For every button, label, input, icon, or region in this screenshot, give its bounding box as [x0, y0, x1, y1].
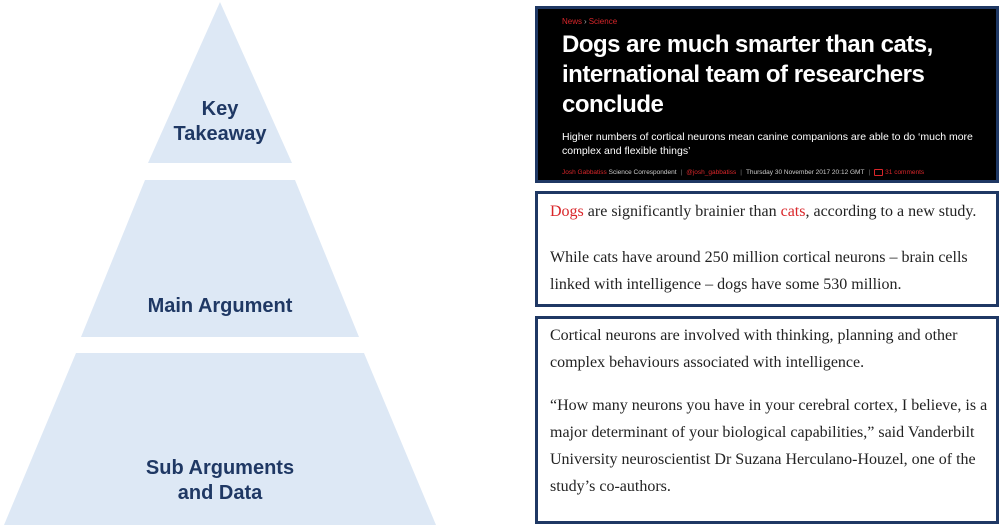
tier-label-line: and Data [177, 482, 263, 504]
main-argument-panel: Dogs are significantly brainier than cat… [535, 191, 999, 307]
paragraph-lead: Dogs are significantly brainier than cat… [550, 198, 990, 225]
article-header: News › Science Dogs are much smarter than … [535, 6, 999, 183]
breadcrumb-separator: › [584, 17, 587, 26]
pyramid-tier-bottom [4, 353, 436, 525]
paragraph-neuron-counts: While cats have around 250 million corti… [550, 249, 968, 293]
highlight-cats[interactable]: cats [780, 203, 806, 220]
publish-date: Thursday 30 November 2017 20:12 GMT [745, 169, 865, 177]
breadcrumb-news[interactable]: News [562, 17, 583, 26]
tier-label-line: Main Argument [147, 295, 293, 317]
pyramid-tier-middle [81, 180, 359, 337]
byline: Josh Gabbatiss Science Correspondent | @jo… [562, 169, 996, 177]
author-handle[interactable]: @josh_gabbatiss [686, 169, 737, 177]
pyramid-tier-top [148, 2, 292, 163]
breadcrumb: News › Science [562, 17, 617, 26]
tier-label-key-takeaway: Key Takeaway [0, 97, 440, 147]
article-standfirst: Higher numbers of cortical neurons mean … [562, 131, 973, 157]
article-headline: Dogs are much smarter than cats, interna… [562, 31, 933, 118]
tier-label-line: Sub Arguments [145, 457, 295, 479]
paragraph-cortical-neurons: Cortical neurons are involved with think… [550, 327, 958, 371]
comments-link[interactable]: 31 comments [885, 169, 925, 177]
highlight-dogs[interactable]: Dogs [550, 203, 584, 220]
paragraph-quote: “How many neurons you have in your cereb… [550, 397, 988, 495]
byline-divider: | [868, 169, 871, 177]
pyramid-diagram: Key Takeaway Main Argument Sub Arguments… [0, 0, 500, 525]
author-role: Science Correspondent [608, 169, 677, 177]
breadcrumb-science[interactable]: Science [588, 17, 618, 26]
text-run: , according to a new study. [805, 203, 977, 220]
tier-label-line: Takeaway [173, 123, 267, 145]
byline-divider: | [740, 169, 742, 177]
text-run: are significantly brainier than [583, 203, 781, 220]
comment-icon [874, 169, 884, 176]
pyramid-shapes [4, 2, 436, 525]
author-link[interactable]: Josh Gabbatiss [562, 169, 607, 177]
tier-label-sub-arguments: Sub Arguments and Data [0, 456, 440, 506]
sub-arguments-panel: Cortical neurons are involved with think… [535, 316, 999, 524]
byline-divider: | [680, 169, 683, 177]
tier-label-line: Key [201, 98, 239, 120]
tier-label-main-argument: Main Argument [0, 294, 440, 319]
